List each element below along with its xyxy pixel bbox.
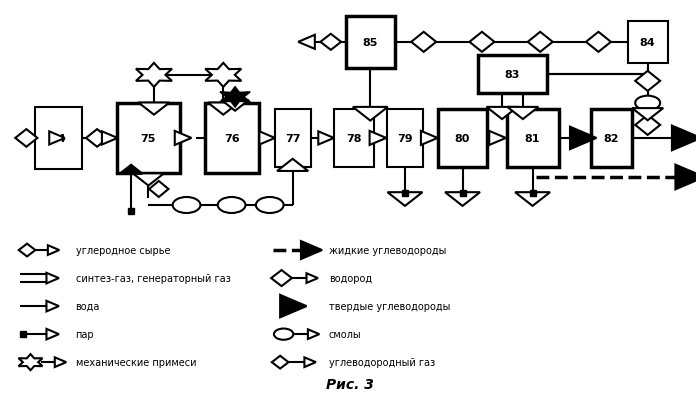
Polygon shape [86, 130, 108, 147]
Circle shape [173, 198, 201, 213]
Text: водород: водород [329, 273, 372, 283]
Polygon shape [120, 165, 143, 174]
Polygon shape [220, 87, 250, 108]
Polygon shape [411, 33, 436, 53]
Polygon shape [48, 245, 59, 255]
Text: 75: 75 [140, 134, 156, 144]
Text: 85: 85 [363, 38, 378, 48]
Polygon shape [672, 126, 699, 151]
Circle shape [218, 198, 245, 213]
Polygon shape [280, 295, 306, 318]
Polygon shape [586, 33, 611, 53]
Polygon shape [421, 132, 438, 146]
Polygon shape [15, 130, 38, 147]
Text: 77: 77 [285, 134, 301, 144]
Text: 79: 79 [397, 134, 413, 144]
Bar [205, 104, 259, 173]
Bar [387, 110, 423, 168]
Text: 76: 76 [224, 134, 240, 144]
Text: углеводородный газ: углеводородный газ [329, 357, 435, 367]
Polygon shape [19, 244, 36, 257]
Polygon shape [353, 108, 388, 121]
Bar [346, 17, 394, 69]
Text: твердые углеводороды: твердые углеводороды [329, 301, 450, 311]
Text: 78: 78 [346, 134, 361, 144]
Text: жидкие углеводороды: жидкие углеводороды [329, 245, 446, 256]
Polygon shape [49, 132, 65, 145]
Polygon shape [298, 36, 315, 50]
Polygon shape [570, 128, 596, 150]
Text: 74: 74 [50, 134, 66, 144]
Polygon shape [305, 358, 316, 367]
Text: 82: 82 [604, 134, 619, 144]
Text: механические примеси: механические примеси [75, 357, 196, 367]
Polygon shape [102, 132, 117, 145]
Text: углеродное сырье: углеродное сырье [75, 245, 170, 256]
Polygon shape [46, 329, 59, 340]
Polygon shape [306, 273, 318, 283]
Polygon shape [301, 241, 322, 259]
Circle shape [274, 329, 294, 340]
Polygon shape [271, 271, 292, 286]
Polygon shape [632, 109, 663, 121]
Polygon shape [175, 132, 192, 146]
Bar [628, 22, 668, 64]
Bar [438, 110, 487, 168]
Circle shape [635, 96, 660, 111]
Text: 80: 80 [455, 134, 470, 144]
Polygon shape [46, 301, 59, 311]
Text: Рис. 3: Рис. 3 [326, 377, 373, 391]
Polygon shape [487, 108, 517, 120]
Bar [478, 56, 547, 94]
Text: вода: вода [75, 301, 100, 311]
Polygon shape [470, 33, 494, 53]
Polygon shape [445, 193, 480, 207]
Text: 83: 83 [505, 70, 520, 80]
Polygon shape [206, 64, 241, 87]
Polygon shape [277, 160, 308, 172]
Polygon shape [528, 33, 553, 53]
Polygon shape [272, 356, 289, 369]
Polygon shape [507, 108, 538, 120]
Polygon shape [46, 273, 59, 284]
Circle shape [256, 198, 284, 213]
Polygon shape [675, 165, 699, 190]
Text: 84: 84 [640, 38, 656, 48]
Polygon shape [635, 72, 660, 92]
Polygon shape [489, 132, 506, 146]
Text: смолы: смолы [329, 329, 361, 339]
Text: пар: пар [75, 329, 94, 339]
Polygon shape [370, 132, 387, 146]
Polygon shape [208, 103, 239, 115]
Polygon shape [55, 358, 66, 367]
Bar [507, 110, 559, 168]
Polygon shape [320, 35, 341, 51]
Bar [275, 110, 310, 168]
Polygon shape [149, 181, 168, 198]
Bar [35, 108, 82, 170]
Bar [117, 104, 180, 173]
Polygon shape [136, 64, 172, 87]
Polygon shape [222, 101, 249, 111]
Bar [591, 110, 633, 168]
Polygon shape [259, 132, 275, 145]
Text: синтез-газ, генераторный газ: синтез-газ, генераторный газ [75, 273, 231, 283]
Bar [333, 110, 374, 168]
Polygon shape [18, 354, 43, 370]
Polygon shape [635, 115, 660, 136]
Polygon shape [308, 330, 319, 339]
Polygon shape [387, 193, 422, 207]
Polygon shape [318, 132, 334, 145]
Polygon shape [138, 103, 169, 115]
Polygon shape [133, 174, 164, 186]
Text: 81: 81 [525, 134, 540, 144]
Polygon shape [515, 193, 550, 207]
